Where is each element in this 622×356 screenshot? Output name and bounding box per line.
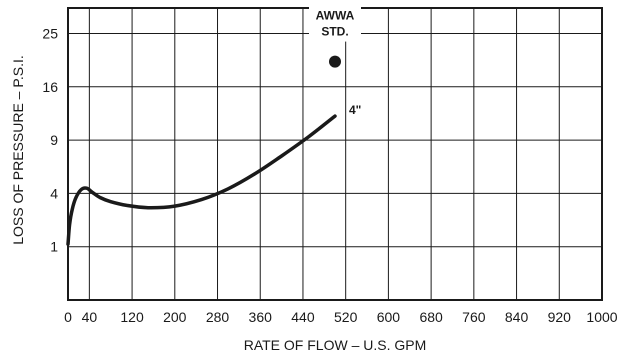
point-label: AWWA [316, 9, 355, 23]
x-tick-label: 680 [419, 309, 443, 325]
x-tick-label: 440 [291, 309, 315, 325]
x-tick-label: 0 [64, 309, 72, 325]
x-tick-label: 40 [82, 309, 98, 325]
y-tick-label: 25 [42, 25, 58, 41]
x-tick-labels: 0 40 120 200 280 360 440 520 600 680 760 840 920 1000 [64, 309, 618, 325]
series-layer: 4" [66, 103, 361, 246]
x-tick-label: 120 [120, 309, 144, 325]
x-axis-title: RATE OF FLOW – U.S. GPM [244, 337, 427, 353]
y-tick-label: 16 [42, 79, 58, 95]
y-tick-label: 4 [50, 185, 58, 201]
y-tick-label: 9 [50, 132, 58, 148]
series-label: 4" [349, 103, 361, 117]
point-label: STD. [321, 25, 348, 39]
x-tick-label: 200 [163, 309, 187, 325]
y-axis-title: LOSS OF PRESSURE – P.S.I. [10, 55, 26, 245]
awwa-std-point [329, 55, 341, 68]
x-tick-label: 760 [462, 309, 486, 325]
x-tick-label: 600 [377, 309, 401, 325]
x-tick-label: 280 [206, 309, 230, 325]
x-tick-label: 1000 [586, 309, 617, 325]
series-line [66, 114, 337, 246]
y-tick-labels: 1 4 9 16 25 [42, 25, 58, 254]
x-tick-label: 840 [505, 309, 529, 325]
point-label-background [309, 5, 361, 42]
points-layer: AWWA STD. [309, 5, 361, 68]
x-tick-label: 920 [548, 309, 572, 325]
y-tick-label: 1 [50, 239, 58, 255]
x-tick-label: 520 [334, 309, 358, 325]
x-tick-label: 360 [249, 309, 273, 325]
